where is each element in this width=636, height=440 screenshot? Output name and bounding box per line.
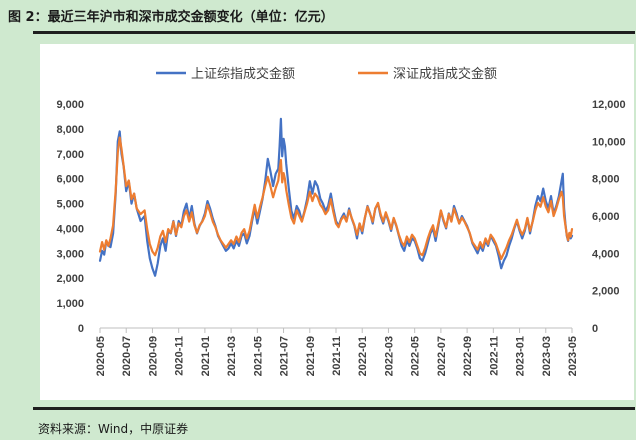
chart-panel: 上证综指成交金额 深证成指成交金额 0 1,000 2,000 3,000 4,000 5… <box>40 44 634 400</box>
right-axis-tick-label: 4,000 <box>592 248 620 260</box>
legend-label-sz: 深证成指成交金额 <box>393 66 497 82</box>
right-axis-tick-label: 12,000 <box>592 99 626 111</box>
top-divider <box>33 31 635 34</box>
left-axis-tick-label: 0 <box>78 323 84 335</box>
x-axis-tick-label: 2022-03 <box>383 336 395 376</box>
x-axis-tick-label: 2022-05 <box>410 336 422 376</box>
legend-label-sh: 上证综指成交金额 <box>191 66 295 82</box>
left-axis-tick-label: 2,000 <box>56 273 84 285</box>
x-axis-tick-label: 2020-11 <box>174 336 186 376</box>
left-axis-tick-label: 1,000 <box>56 298 84 310</box>
figure-title: 图 2：最近三年沪市和深市成交金额变化（单位：亿元） <box>8 10 334 25</box>
left-axis-tick-label: 3,000 <box>56 248 84 260</box>
bottom-divider <box>33 407 635 410</box>
source-note: 资料来源：Wind，中原证券 <box>38 422 189 436</box>
x-axis-tick-label: 2021-07 <box>279 336 291 376</box>
x-axis-tick-label: 2021-09 <box>305 336 317 376</box>
right-axis-tick-label: 8,000 <box>592 174 620 186</box>
left-axis-tick-label: 9,000 <box>56 99 84 111</box>
right-axis-tick-label: 2,000 <box>592 286 620 298</box>
legend: 上证综指成交金额 深证成指成交金额 <box>156 66 497 82</box>
x-axis-tick-label: 2021-11 <box>331 336 343 376</box>
x-axis-tick-label: 2022-09 <box>462 336 474 376</box>
left-axis-tick-label: 4,000 <box>56 223 84 235</box>
x-axis-tick-label: 2023-01 <box>515 336 527 376</box>
x-axis-tick-label: 2020-07 <box>121 336 133 376</box>
x-axis-tick-label: 2023-03 <box>541 336 553 376</box>
x-axis-tick-label: 2021-05 <box>252 336 264 376</box>
left-axis-tick-label: 7,000 <box>56 149 84 161</box>
left-axis-tick-label: 8,000 <box>56 124 84 136</box>
series-layer <box>98 117 574 277</box>
left-axis-tick-label: 5,000 <box>56 199 84 211</box>
right-axis-tick-label: 10,000 <box>592 136 626 148</box>
x-axis-tick-label: 2021-03 <box>226 336 238 376</box>
series-line-sz <box>98 136 574 260</box>
turnover-line-chart: 上证综指成交金额 深证成指成交金额 0 1,000 2,000 3,000 4,000 5… <box>56 66 626 376</box>
x-axis-tick-label: 2022-07 <box>436 336 448 376</box>
x-axis-tick-label: 2023-05 <box>567 336 579 376</box>
right-axis-ticks: 0 2,000 4,000 6,000 8,000 10,000 12,000 <box>592 99 626 335</box>
right-axis-tick-label: 6,000 <box>592 211 620 223</box>
right-axis-tick-label: 0 <box>592 323 598 335</box>
x-axis-tick-label: 2020-05 <box>95 336 107 376</box>
x-axis-tick-label: 2020-09 <box>147 336 159 376</box>
series-line-sh <box>98 117 574 277</box>
left-axis-tick-label: 6,000 <box>56 174 84 186</box>
x-axis-tick-label: 2022-11 <box>488 336 500 376</box>
x-axis-tick-label: 2022-01 <box>357 336 369 376</box>
x-axis-tick-label: 2021-01 <box>200 336 212 376</box>
left-axis-ticks: 0 1,000 2,000 3,000 4,000 5,000 6,000 7,000 8,00… <box>56 99 84 335</box>
x-axis-ticks: 2020-05 2020-07 2020-09 2020-11 2021-01 2021-… <box>95 328 579 376</box>
